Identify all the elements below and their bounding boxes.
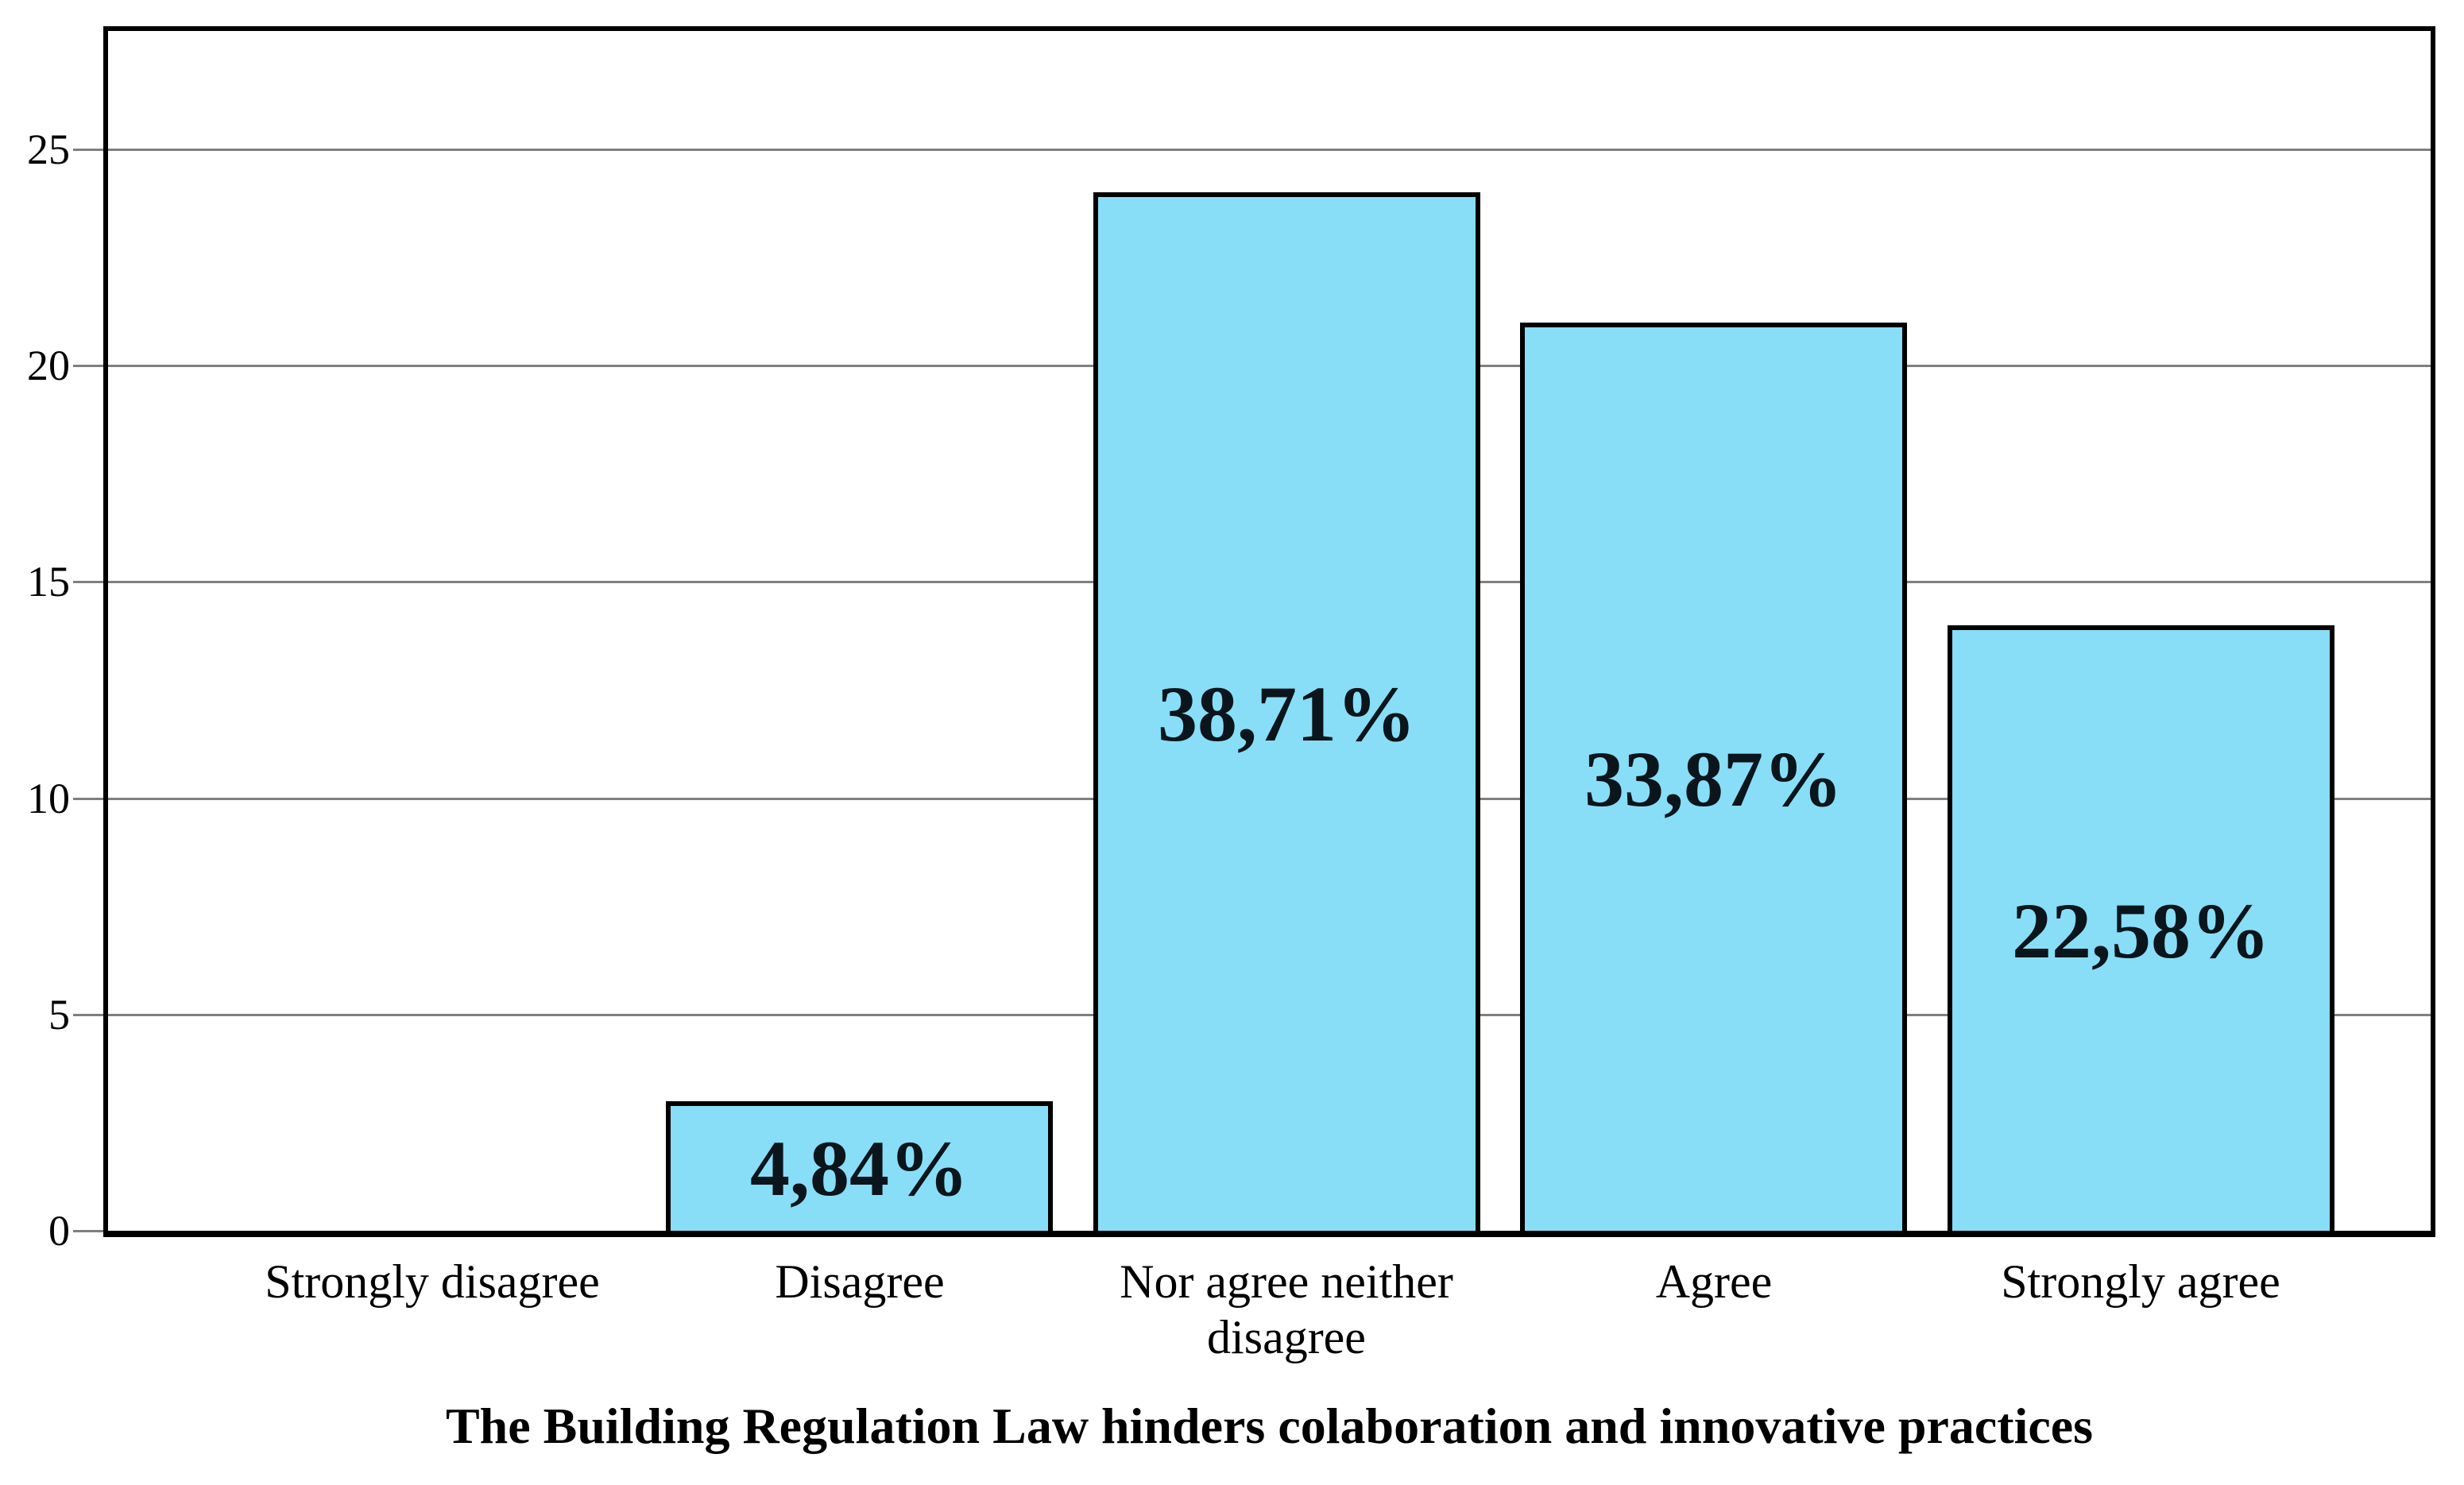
bar-value-label: 4,84% (750, 1124, 969, 1212)
gridline-y0 (73, 1230, 103, 1232)
bar-disagree: 4,84% (666, 1101, 1053, 1231)
bar-strongly-agree: 22,58% (1948, 625, 2334, 1231)
bar-value-label: 22,58% (2012, 886, 2270, 975)
x-axis-label-strongly-disagree: Strongly disagree (265, 1255, 600, 1308)
y-axis-tick-label: 15 (27, 558, 70, 606)
y-axis-tick-label: 20 (27, 342, 70, 389)
x-axis-label-agree: Agree (1655, 1255, 1773, 1308)
bar-value-label: 38,71% (1158, 670, 1416, 758)
x-axis-label-disagree: Disagree (775, 1255, 945, 1308)
x-axis-label-strongly-agree: Strongly agree (2001, 1255, 2280, 1308)
chart-title: The Building Regulation Law hinders cola… (445, 1398, 2094, 1454)
bar-value-label: 33,87% (1584, 735, 1843, 823)
y-axis-tick-label: 0 (48, 1207, 70, 1255)
bar-agree: 33,87% (1520, 323, 1907, 1231)
bar-nor-agree-neither-disagree: 38,71% (1093, 192, 1480, 1231)
y-axis-tick-label: 10 (27, 774, 70, 822)
plot-area-frame (103, 26, 2435, 1237)
gridline-y25 (73, 148, 2431, 151)
x-axis-label-nor-agree-neither-disagree: Nor agree neither disagree (1120, 1255, 1453, 1363)
y-axis-tick-label: 5 (48, 990, 70, 1038)
y-axis-tick-label: 25 (27, 125, 70, 173)
